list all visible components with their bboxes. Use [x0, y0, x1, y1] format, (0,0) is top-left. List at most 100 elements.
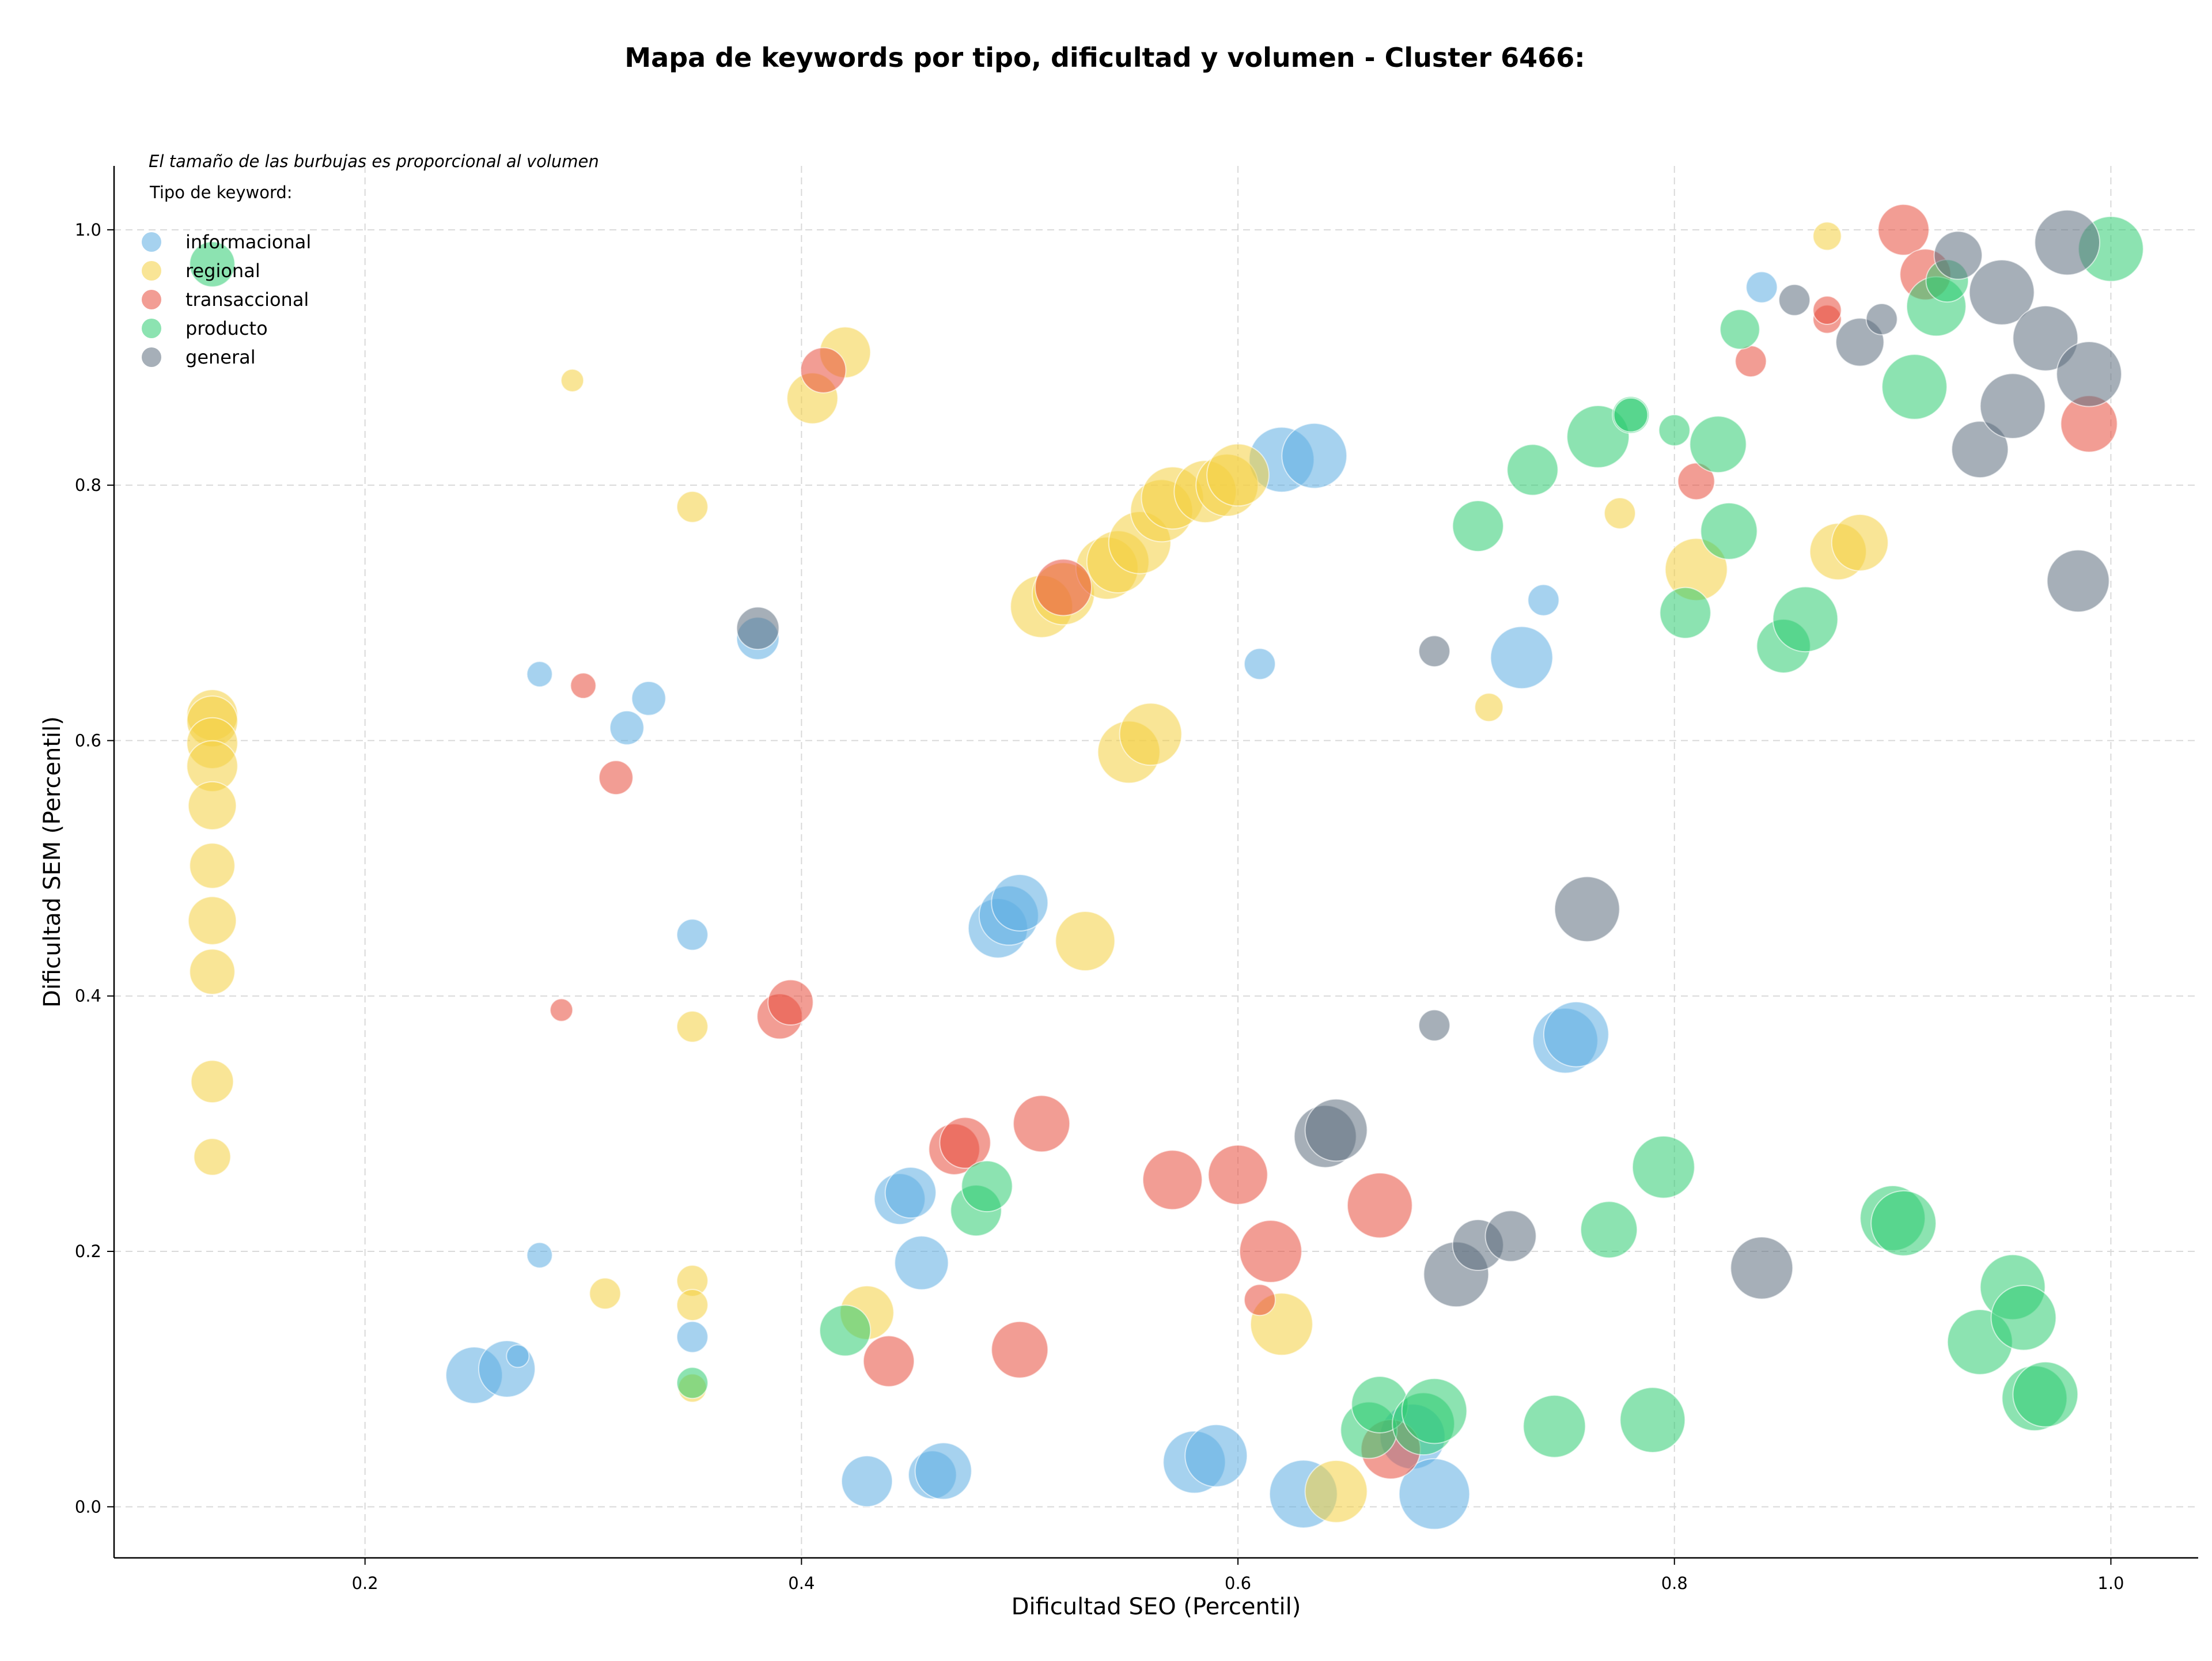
bubble-general[interactable] [1979, 373, 2046, 440]
bubble-informacional[interactable] [609, 710, 645, 746]
x-tick-label: 1.0 [2097, 1573, 2124, 1593]
bubble-transaccional[interactable] [1142, 1149, 1203, 1210]
bubble-regional[interactable] [589, 1277, 622, 1310]
bubble-general[interactable] [1730, 1236, 1794, 1300]
bubble-general[interactable] [2046, 549, 2110, 613]
bubble-transaccional[interactable] [1207, 1144, 1268, 1205]
bubble-transaccional[interactable] [570, 672, 597, 699]
bubble-informacional[interactable] [631, 680, 666, 716]
bubble-producto[interactable] [1870, 1190, 1937, 1257]
bubble-transaccional[interactable] [1877, 203, 1930, 256]
bubble-regional[interactable] [1055, 910, 1116, 971]
bubble-informacional[interactable] [1398, 1458, 1471, 1530]
bubble-informacional[interactable] [1281, 422, 1348, 489]
bubble-transaccional[interactable] [1238, 1220, 1302, 1283]
bubble-informacional[interactable] [1184, 1424, 1248, 1488]
bubble-regional[interactable] [676, 490, 709, 523]
bubble-informacional[interactable] [526, 1242, 553, 1269]
bubble-general[interactable] [2034, 209, 2101, 276]
bubble-informacional[interactable] [1543, 1001, 1609, 1068]
bubble-regional[interactable] [1604, 497, 1637, 529]
bubble-producto[interactable] [1401, 1378, 1468, 1444]
bubble-regional[interactable] [193, 1138, 232, 1176]
bubble-producto[interactable] [676, 1367, 709, 1399]
bubble-informacional[interactable] [1745, 271, 1778, 304]
bubble-regional[interactable] [189, 842, 236, 889]
bubble-regional[interactable] [676, 1010, 709, 1043]
bubble-informacional[interactable] [884, 1166, 937, 1219]
bubble-regional[interactable] [187, 896, 237, 945]
bubble-producto[interactable] [1659, 587, 1711, 639]
bubble-general[interactable] [736, 606, 780, 650]
bubble-transaccional[interactable] [1734, 345, 1767, 378]
bubble-general[interactable] [2056, 340, 2122, 407]
bubble-producto[interactable] [1689, 415, 1747, 474]
bubble-general[interactable] [1778, 283, 1811, 316]
bubble-transaccional[interactable] [991, 1321, 1049, 1379]
bubble-producto[interactable] [189, 241, 236, 287]
bubble-producto[interactable] [1658, 414, 1691, 447]
bubble-informacional[interactable] [914, 1442, 972, 1500]
bubble-regional[interactable] [1206, 443, 1270, 507]
bubble-regional[interactable] [1304, 1459, 1368, 1523]
bubble-transaccional[interactable] [767, 979, 814, 1026]
bubble-transaccional[interactable] [550, 998, 574, 1022]
bubble-informacional[interactable] [991, 873, 1049, 932]
bubble-producto[interactable] [1719, 309, 1760, 350]
bubble-general[interactable] [1418, 1009, 1450, 1042]
bubble-general[interactable] [1484, 1210, 1537, 1262]
bubble-general[interactable] [1951, 421, 2009, 479]
bubble-transaccional[interactable] [800, 347, 847, 394]
bubble-informacional[interactable] [506, 1344, 530, 1368]
bubble-producto[interactable] [1522, 1394, 1586, 1458]
bubble-producto[interactable] [1506, 444, 1559, 496]
bubble-informacional[interactable] [676, 918, 709, 951]
bubble-producto[interactable] [961, 1160, 1013, 1213]
bubble-producto[interactable] [1700, 502, 1758, 560]
bubble-general[interactable] [1968, 259, 2035, 326]
bubble-transaccional[interactable] [1013, 1095, 1071, 1153]
bubble-producto[interactable] [2012, 1361, 2079, 1428]
bubble-producto[interactable] [819, 1304, 872, 1357]
y-tick-label: 0.8 [75, 475, 101, 495]
bubble-informacional[interactable] [1490, 626, 1554, 690]
bubble-informacional[interactable] [526, 661, 553, 688]
bubble-regional[interactable] [1831, 513, 1889, 572]
bubble-transaccional[interactable] [1346, 1172, 1413, 1239]
bubble-informacional[interactable] [840, 1455, 893, 1508]
bubble-general[interactable] [1304, 1098, 1368, 1162]
bubble-producto[interactable] [1990, 1284, 2057, 1351]
bubble-producto[interactable] [1613, 397, 1649, 433]
bubble-general[interactable] [1933, 230, 1983, 280]
bubble-transaccional[interactable] [939, 1117, 991, 1169]
bubble-transaccional[interactable] [862, 1335, 915, 1387]
bubble-producto[interactable] [1452, 500, 1504, 553]
bubble-informacional[interactable] [1244, 648, 1276, 680]
bubble-general[interactable] [1554, 876, 1620, 943]
bubble-producto[interactable] [1631, 1135, 1695, 1199]
bubble-regional[interactable] [189, 948, 236, 995]
bubble-informacional[interactable] [894, 1235, 949, 1291]
bubble-regional[interactable] [1474, 693, 1504, 722]
bubble-producto[interactable] [1619, 1387, 1686, 1453]
bubble-transaccional[interactable] [598, 760, 634, 796]
bubble-regional[interactable] [1119, 702, 1183, 766]
bubble-general[interactable] [2012, 305, 2079, 372]
bubble-regional[interactable] [190, 1060, 234, 1103]
bubble-general[interactable] [1865, 303, 1898, 335]
bubble-transaccional[interactable] [1244, 1284, 1276, 1316]
legend-marker-regional [142, 261, 161, 281]
bubble-transaccional[interactable] [1034, 558, 1092, 616]
bubble-regional[interactable] [676, 1289, 709, 1322]
bubble-producto[interactable] [1772, 586, 1839, 653]
bubble-producto[interactable] [1881, 354, 1948, 420]
bubble-general[interactable] [1418, 635, 1450, 668]
bubble-regional[interactable] [560, 368, 585, 392]
bubble-regional[interactable] [1812, 221, 1842, 251]
bubble-transaccional[interactable] [1812, 295, 1842, 325]
bubble-informacional[interactable] [676, 1321, 709, 1353]
bubble-producto[interactable] [1580, 1201, 1638, 1259]
bubble-informacional[interactable] [1527, 584, 1560, 616]
bubble-regional[interactable] [187, 781, 237, 831]
